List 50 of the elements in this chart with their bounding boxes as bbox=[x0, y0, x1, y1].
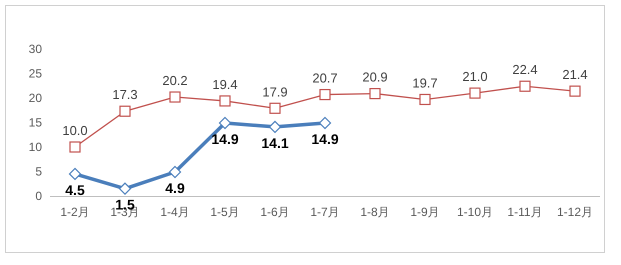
point bbox=[319, 88, 331, 100]
y-tick-label: 30 bbox=[28, 42, 42, 56]
data-label: 14.1 bbox=[261, 134, 289, 151]
data-label: 19.7 bbox=[412, 75, 438, 90]
data-label: 20.7 bbox=[312, 70, 338, 86]
y-tick-label: 10 bbox=[28, 140, 42, 154]
point bbox=[569, 86, 581, 97]
data-label: 14.9 bbox=[311, 130, 339, 147]
point bbox=[268, 120, 282, 134]
point bbox=[218, 116, 232, 130]
y-tick-label: 15 bbox=[28, 116, 42, 130]
x-tick-label: 1-12月 bbox=[556, 205, 594, 219]
point bbox=[118, 182, 132, 195]
x-tick-label: 1-2月 bbox=[60, 205, 90, 219]
data-label: 20.9 bbox=[362, 70, 388, 85]
y-tick-label: 5 bbox=[35, 164, 42, 178]
data-label: 10.0 bbox=[62, 123, 88, 138]
point bbox=[68, 168, 82, 180]
data-label: 20.2 bbox=[162, 73, 188, 88]
point bbox=[469, 88, 481, 99]
data-label: 14.9 bbox=[211, 130, 239, 147]
x-tick-label: 1-9月 bbox=[410, 205, 440, 219]
point bbox=[169, 91, 181, 103]
y-tick-label: 25 bbox=[28, 66, 42, 80]
y-tick-label: 20 bbox=[28, 91, 42, 105]
point bbox=[369, 88, 381, 100]
point bbox=[269, 102, 281, 114]
x-tick-label: 1-8月 bbox=[360, 205, 390, 219]
y-tick-label: 0 bbox=[35, 189, 42, 203]
x-tick-label: 1-10月 bbox=[456, 205, 494, 219]
point bbox=[219, 95, 231, 107]
point bbox=[318, 116, 332, 130]
point bbox=[168, 166, 182, 178]
x-tick-label: 1-5月 bbox=[210, 205, 240, 219]
x-tick-label: 1-11月 bbox=[507, 205, 543, 219]
point bbox=[69, 141, 81, 153]
data-label: 4.9 bbox=[165, 180, 185, 196]
point bbox=[119, 106, 131, 117]
data-label: 17.3 bbox=[112, 87, 138, 102]
point bbox=[419, 94, 431, 106]
data-label: 19.4 bbox=[212, 76, 238, 92]
x-tick-label: 1-7月 bbox=[310, 205, 340, 219]
x-tick-label: 1-4月 bbox=[160, 205, 190, 219]
point bbox=[519, 80, 531, 92]
data-label: 22.4 bbox=[512, 62, 538, 78]
x-tick-label: 1-6月 bbox=[260, 205, 290, 219]
data-label: 21.0 bbox=[462, 69, 488, 84]
data-label: 17.9 bbox=[262, 84, 288, 100]
data-label: 21.4 bbox=[562, 67, 588, 82]
data-label: 4.5 bbox=[65, 182, 85, 198]
